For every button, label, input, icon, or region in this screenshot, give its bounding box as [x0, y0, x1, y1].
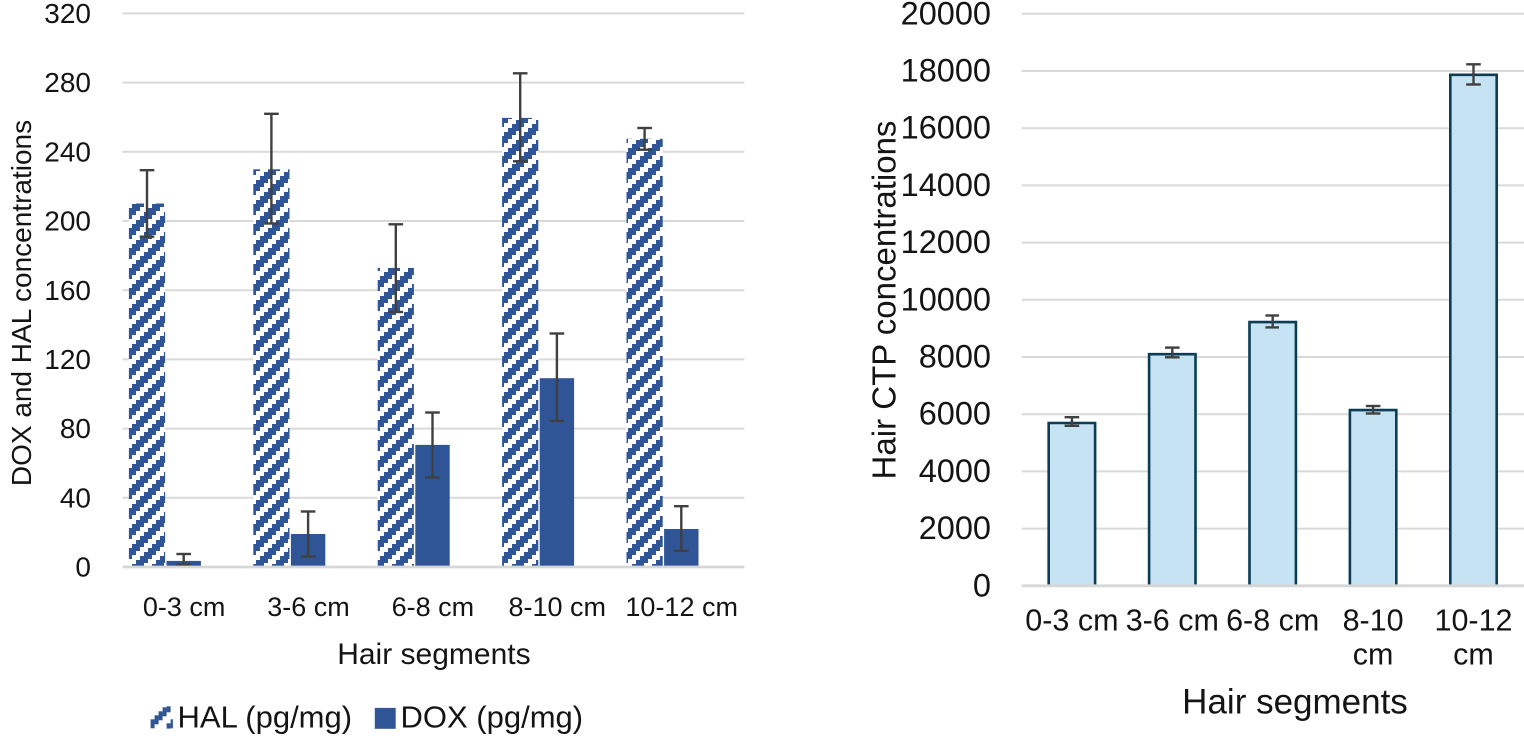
svg-text:160: 160 — [44, 275, 91, 306]
svg-text:2000: 2000 — [919, 510, 991, 546]
svg-text:12000: 12000 — [901, 224, 991, 260]
svg-text:8000: 8000 — [919, 339, 991, 375]
svg-text:320: 320 — [44, 0, 91, 29]
svg-text:3-6 cm: 3-6 cm — [267, 592, 350, 622]
svg-text:120: 120 — [44, 344, 91, 375]
svg-text:10-12: 10-12 — [1434, 604, 1512, 638]
svg-text:0: 0 — [75, 552, 91, 583]
svg-text:240: 240 — [44, 136, 91, 167]
svg-text:16000: 16000 — [901, 110, 991, 146]
svg-text:DOX (pg/mg): DOX (pg/mg) — [401, 700, 584, 735]
svg-text:DOX and HAL concentrations: DOX and HAL concentrations — [6, 120, 37, 486]
svg-text:4000: 4000 — [919, 453, 991, 489]
svg-text:80: 80 — [60, 413, 91, 444]
svg-text:18000: 18000 — [901, 53, 991, 89]
svg-text:14000: 14000 — [901, 167, 991, 203]
svg-text:10-12 cm: 10-12 cm — [625, 592, 738, 622]
svg-text:280: 280 — [44, 67, 91, 98]
svg-text:0: 0 — [973, 567, 991, 603]
svg-text:HAL (pg/mg): HAL (pg/mg) — [178, 700, 353, 735]
svg-text:cm: cm — [1353, 638, 1394, 672]
svg-text:6000: 6000 — [919, 396, 991, 432]
svg-text:3-6 cm: 3-6 cm — [1126, 604, 1219, 638]
svg-text:20000: 20000 — [901, 0, 991, 31]
svg-text:40: 40 — [60, 482, 91, 513]
svg-text:8-10: 8-10 — [1343, 604, 1404, 638]
svg-text:200: 200 — [44, 206, 91, 237]
svg-text:6-8 cm: 6-8 cm — [1226, 604, 1319, 638]
svg-text:6-8 cm: 6-8 cm — [392, 592, 475, 622]
svg-text:Hair CTP concentrations: Hair CTP concentrations — [866, 121, 903, 480]
svg-text:Hair segments: Hair segments — [337, 638, 530, 671]
svg-text:10000: 10000 — [901, 281, 991, 317]
svg-text:cm: cm — [1453, 638, 1494, 672]
svg-text:Hair segments: Hair segments — [1182, 683, 1408, 722]
svg-text:0-3 cm: 0-3 cm — [1025, 604, 1118, 638]
svg-text:8-10 cm: 8-10 cm — [509, 592, 607, 622]
svg-text:0-3 cm: 0-3 cm — [143, 592, 226, 622]
